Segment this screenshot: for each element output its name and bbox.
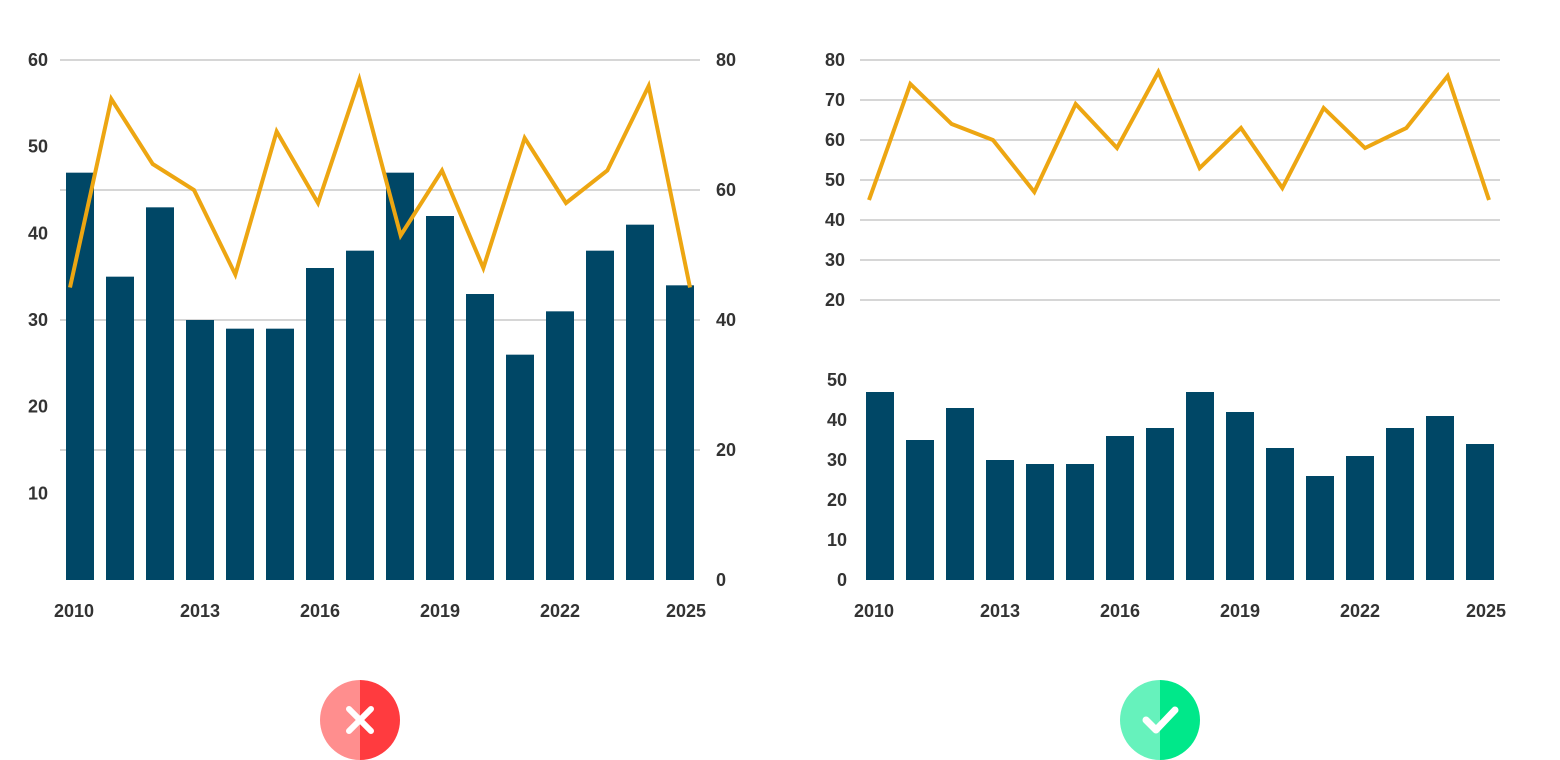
bar-chart-bars [866,392,1494,580]
bar-2010 [866,392,894,580]
bar-2016 [306,268,334,580]
x-axis-tick-2013: 2013 [180,601,220,621]
dual-axis-combo-chart: 10 20 30 40 50 60 0 20 40 60 80 2010 2013 2016 2019 202… [28,50,736,621]
right-axis-tick-0: 0 [716,570,726,590]
x-axis-tick-2016: 2016 [300,601,340,621]
bar-2011 [906,440,934,580]
bar-2019 [1226,412,1254,580]
bar-2021 [506,354,534,580]
check-icon [1142,706,1179,734]
bar-2017 [346,250,374,580]
left-axis-tick-10: 10 [28,483,48,503]
x-axis-tick-2022: 2022 [540,601,580,621]
badge-right-half [1160,680,1200,760]
x-axis-tick-2010: 2010 [854,601,894,621]
y-axis-tick-0: 0 [837,570,847,590]
bar-2017 [1146,428,1174,580]
left-axis-tick-50: 50 [28,137,48,157]
bar-2018 [1186,392,1214,580]
y-axis-tick-40: 40 [825,210,845,230]
bar-2014 [226,328,254,580]
series-line [68,72,692,288]
right-axis-tick-80: 80 [716,50,736,70]
y-axis-tick-20: 20 [827,490,847,510]
x-axis-tick-2022: 2022 [1340,601,1380,621]
x-axis-tick-2010: 2010 [54,601,94,621]
x-axis-tick-2025: 2025 [666,601,706,621]
separate-bar-chart: 0 10 20 30 40 50 2010 2013 2016 2019 2022 2025 [827,370,1506,621]
bar-2022 [546,311,574,580]
y-axis-tick-40: 40 [827,410,847,430]
bar-2024 [626,224,654,580]
left-chart-line [68,72,692,288]
bar-2022 [1346,456,1374,580]
bar-2015 [1066,464,1094,580]
left-chart-bars [66,172,694,581]
right-axis-tick-40: 40 [716,310,736,330]
left-chart-tick-labels: 10 20 30 40 50 60 0 20 40 60 80 2010 2013 2016 2019 202… [28,50,736,621]
y-axis-tick-30: 30 [825,250,845,270]
bar-2021 [1306,476,1334,580]
right-axis-tick-20: 20 [716,440,736,460]
y-axis-tick-60: 60 [825,130,845,150]
y-axis-tick-80: 80 [825,50,845,70]
y-axis-tick-50: 50 [827,370,847,390]
y-axis-tick-50: 50 [825,170,845,190]
cross-icon [346,706,374,734]
x-axis-tick-2016: 2016 [1100,601,1140,621]
bar-2024 [1426,416,1454,580]
bad-example-badge [320,680,400,760]
x-axis-tick-2019: 2019 [1220,601,1260,621]
right-axis-tick-60: 60 [716,180,736,200]
bar-2016 [1106,436,1134,580]
y-axis-tick-70: 70 [825,90,845,110]
bar-2019 [426,216,454,580]
x-axis-tick-2025: 2025 [1466,601,1506,621]
good-example-badge [1120,680,1200,760]
bar-2014 [1026,464,1054,580]
bar-2023 [1386,428,1414,580]
bar-2012 [946,408,974,580]
bar-2013 [986,460,1014,580]
bar-2020 [466,294,494,580]
bar-2012 [146,207,174,581]
series-line [867,67,1491,201]
line-chart-tick-labels: 20 30 40 50 60 70 80 [825,50,845,310]
bar-2013 [186,320,214,580]
line-chart-line [867,67,1491,201]
bar-2015 [266,328,294,580]
left-axis-tick-40: 40 [28,223,48,243]
bar-2020 [1266,448,1294,580]
bar-2018 [386,172,414,580]
badge-left-half [1120,680,1160,760]
bar-2025 [666,285,694,580]
y-axis-tick-30: 30 [827,450,847,470]
line-chart-gridlines [860,59,1500,301]
bar-2023 [586,250,614,580]
left-axis-tick-20: 20 [28,397,48,417]
separate-line-chart: 20 30 40 50 60 70 80 [825,50,1500,310]
bar-2025 [1466,444,1494,580]
left-axis-tick-60: 60 [28,50,48,70]
left-axis-tick-30: 30 [28,310,48,330]
y-axis-tick-10: 10 [827,530,847,550]
bar-chart-tick-labels: 0 10 20 30 40 50 2010 2013 2016 2019 2022 2025 [827,370,1506,621]
x-axis-tick-2019: 2019 [420,601,460,621]
badge-left-half [320,680,360,760]
x-axis-tick-2013: 2013 [980,601,1020,621]
badge-right-half [360,680,400,760]
bar-2011 [106,276,134,580]
y-axis-tick-20: 20 [825,290,845,310]
